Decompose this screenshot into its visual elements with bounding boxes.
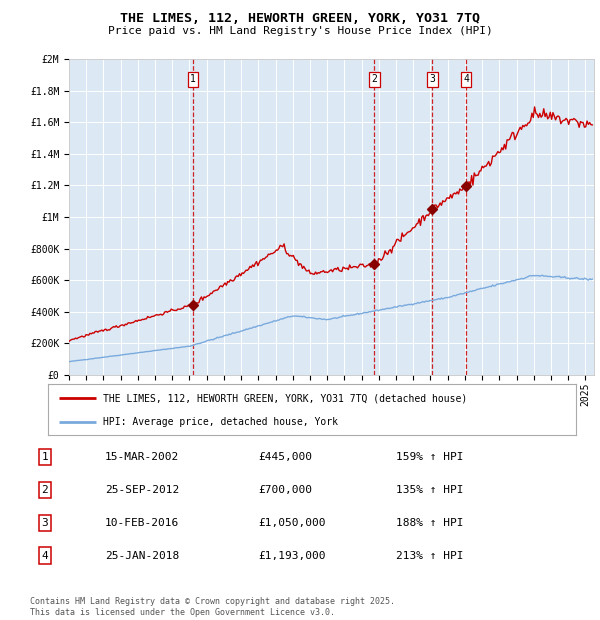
Text: 3: 3 xyxy=(430,74,436,84)
Text: 188% ↑ HPI: 188% ↑ HPI xyxy=(396,518,464,528)
Text: 4: 4 xyxy=(41,551,49,560)
Text: 25-SEP-2012: 25-SEP-2012 xyxy=(105,485,179,495)
Text: THE LIMES, 112, HEWORTH GREEN, YORK, YO31 7TQ (detached house): THE LIMES, 112, HEWORTH GREEN, YORK, YO3… xyxy=(103,393,467,403)
Text: 159% ↑ HPI: 159% ↑ HPI xyxy=(396,452,464,462)
Text: 3: 3 xyxy=(41,518,49,528)
Text: 15-MAR-2002: 15-MAR-2002 xyxy=(105,452,179,462)
Text: 135% ↑ HPI: 135% ↑ HPI xyxy=(396,485,464,495)
Text: HPI: Average price, detached house, York: HPI: Average price, detached house, York xyxy=(103,417,338,427)
Text: 213% ↑ HPI: 213% ↑ HPI xyxy=(396,551,464,560)
Text: £445,000: £445,000 xyxy=(258,452,312,462)
Text: 25-JAN-2018: 25-JAN-2018 xyxy=(105,551,179,560)
Text: 4: 4 xyxy=(463,74,469,84)
Text: 2: 2 xyxy=(371,74,377,84)
Text: THE LIMES, 112, HEWORTH GREEN, YORK, YO31 7TQ: THE LIMES, 112, HEWORTH GREEN, YORK, YO3… xyxy=(120,12,480,25)
Text: Price paid vs. HM Land Registry's House Price Index (HPI): Price paid vs. HM Land Registry's House … xyxy=(107,26,493,36)
Text: 10-FEB-2016: 10-FEB-2016 xyxy=(105,518,179,528)
Text: £700,000: £700,000 xyxy=(258,485,312,495)
Text: £1,050,000: £1,050,000 xyxy=(258,518,325,528)
Text: 1: 1 xyxy=(41,452,49,462)
Text: Contains HM Land Registry data © Crown copyright and database right 2025.
This d: Contains HM Land Registry data © Crown c… xyxy=(30,598,395,617)
Text: £1,193,000: £1,193,000 xyxy=(258,551,325,560)
Text: 2: 2 xyxy=(41,485,49,495)
Text: 1: 1 xyxy=(190,74,196,84)
